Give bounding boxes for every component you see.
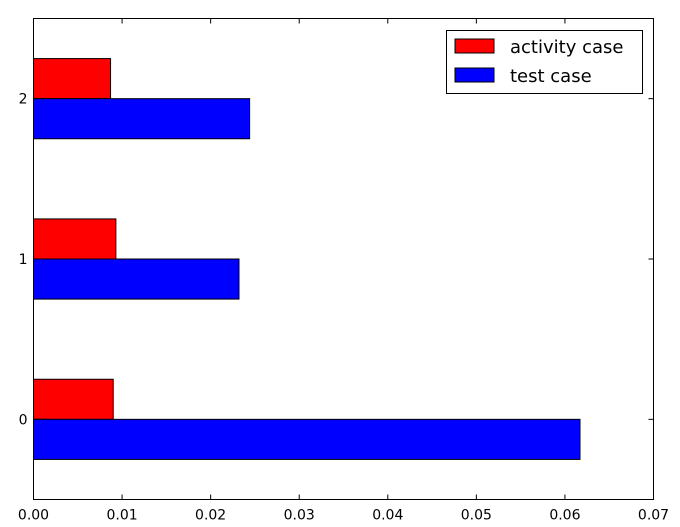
bar-test-case-1 xyxy=(33,258,240,300)
x-tick-label: 0.02 xyxy=(195,508,226,524)
bar-activity-case-1 xyxy=(33,218,117,260)
x-tick-label: 0.03 xyxy=(284,508,315,524)
y-tick-label: 0 xyxy=(19,412,28,428)
x-tick-label: 0.07 xyxy=(638,508,669,524)
bar-test-case-0 xyxy=(33,418,581,460)
x-tick-label: 0.04 xyxy=(372,508,403,524)
legend-label-activity-case: activity case xyxy=(510,37,623,58)
bar-activity-case-2 xyxy=(33,58,112,100)
x-tick-label: 0.01 xyxy=(106,508,137,524)
x-tick-label: 0.05 xyxy=(461,508,492,524)
plot-area xyxy=(33,58,581,460)
y-tick-label: 1 xyxy=(19,252,28,268)
legend-label-test-case: test case xyxy=(510,66,592,87)
legend-swatch-test-case xyxy=(454,67,495,83)
legend-swatch-activity-case xyxy=(454,38,495,54)
y-tick-label: 2 xyxy=(19,92,28,108)
x-tick-label: 0.06 xyxy=(549,508,580,524)
legend: activity case test case xyxy=(446,30,643,94)
x-tick-label: 0.00 xyxy=(18,508,49,524)
bar-test-case-2 xyxy=(33,98,251,140)
axis-ticks: 0.00 0.01 0.02 0.03 0.04 0.05 0.06 0.07 0 1 2 xyxy=(18,18,669,524)
bar-activity-case-0 xyxy=(33,378,114,420)
